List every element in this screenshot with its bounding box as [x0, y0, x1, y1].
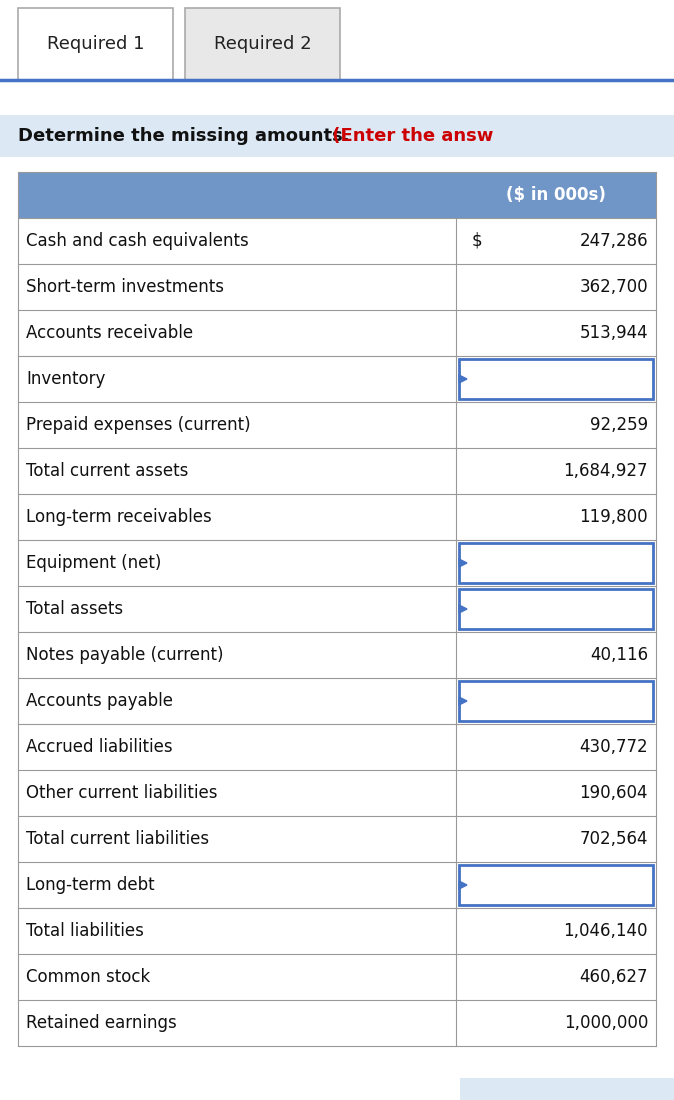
Text: Other current liabilities: Other current liabilities: [26, 784, 218, 802]
Text: Determine the missing amounts.: Determine the missing amounts.: [18, 126, 350, 145]
Text: (Enter the answ: (Enter the answ: [326, 126, 493, 145]
Bar: [18, 494, 656, 540]
Text: 460,627: 460,627: [580, 968, 648, 986]
Text: 1,000,000: 1,000,000: [563, 1014, 648, 1032]
Text: 430,772: 430,772: [580, 738, 648, 756]
Bar: [18, 586, 656, 632]
Bar: [0, 116, 674, 157]
Bar: [18, 8, 173, 80]
Bar: [18, 356, 656, 402]
Text: Inventory: Inventory: [26, 370, 105, 388]
Text: Cash and cash equivalents: Cash and cash equivalents: [26, 232, 249, 250]
Bar: [459, 681, 653, 720]
Polygon shape: [459, 881, 467, 889]
Text: Total liabilities: Total liabilities: [26, 922, 144, 940]
Text: Required 1: Required 1: [47, 35, 144, 53]
Bar: [459, 588, 653, 629]
Text: Total assets: Total assets: [26, 600, 123, 618]
Bar: [460, 1078, 674, 1100]
Text: 119,800: 119,800: [580, 508, 648, 526]
Bar: [18, 448, 656, 494]
Text: Prepaid expenses (current): Prepaid expenses (current): [26, 416, 251, 434]
Bar: [18, 954, 656, 1000]
Text: Notes payable (current): Notes payable (current): [26, 646, 224, 664]
Text: Retained earnings: Retained earnings: [26, 1014, 177, 1032]
Polygon shape: [459, 605, 467, 613]
Text: Accounts payable: Accounts payable: [26, 692, 173, 710]
Bar: [18, 264, 656, 310]
Text: 247,286: 247,286: [580, 232, 648, 250]
Bar: [459, 865, 653, 905]
Bar: [18, 724, 656, 770]
Bar: [18, 540, 656, 586]
Bar: [18, 908, 656, 954]
Text: Accrued liabilities: Accrued liabilities: [26, 738, 173, 756]
Text: 1,046,140: 1,046,140: [563, 922, 648, 940]
Bar: [18, 770, 656, 816]
Polygon shape: [459, 697, 467, 705]
Text: Common stock: Common stock: [26, 968, 150, 986]
Text: 513,944: 513,944: [580, 324, 648, 342]
Bar: [18, 816, 656, 862]
Text: ($ in 000s): ($ in 000s): [506, 186, 606, 204]
Text: 702,564: 702,564: [580, 830, 648, 848]
Text: 362,700: 362,700: [580, 278, 648, 296]
Text: Accounts receivable: Accounts receivable: [26, 324, 193, 342]
Bar: [18, 218, 656, 264]
Text: Required 2: Required 2: [214, 35, 311, 53]
Text: Long-term debt: Long-term debt: [26, 876, 154, 894]
Bar: [18, 310, 656, 356]
Bar: [18, 632, 656, 678]
Text: Total current liabilities: Total current liabilities: [26, 830, 209, 848]
Text: Long-term receivables: Long-term receivables: [26, 508, 212, 526]
Text: 190,604: 190,604: [580, 784, 648, 802]
Text: Short-term investments: Short-term investments: [26, 278, 224, 296]
Polygon shape: [459, 559, 467, 566]
Bar: [459, 543, 653, 583]
Bar: [18, 402, 656, 448]
Text: 1,684,927: 1,684,927: [563, 462, 648, 480]
Bar: [459, 359, 653, 399]
Polygon shape: [459, 375, 467, 383]
Text: $: $: [472, 232, 483, 250]
Bar: [18, 1000, 656, 1046]
Text: Equipment (net): Equipment (net): [26, 554, 161, 572]
Text: 40,116: 40,116: [590, 646, 648, 664]
Bar: [18, 678, 656, 724]
Bar: [185, 8, 340, 80]
Text: 92,259: 92,259: [590, 416, 648, 434]
Bar: [18, 862, 656, 907]
Bar: [18, 172, 656, 218]
Text: Total current assets: Total current assets: [26, 462, 188, 480]
